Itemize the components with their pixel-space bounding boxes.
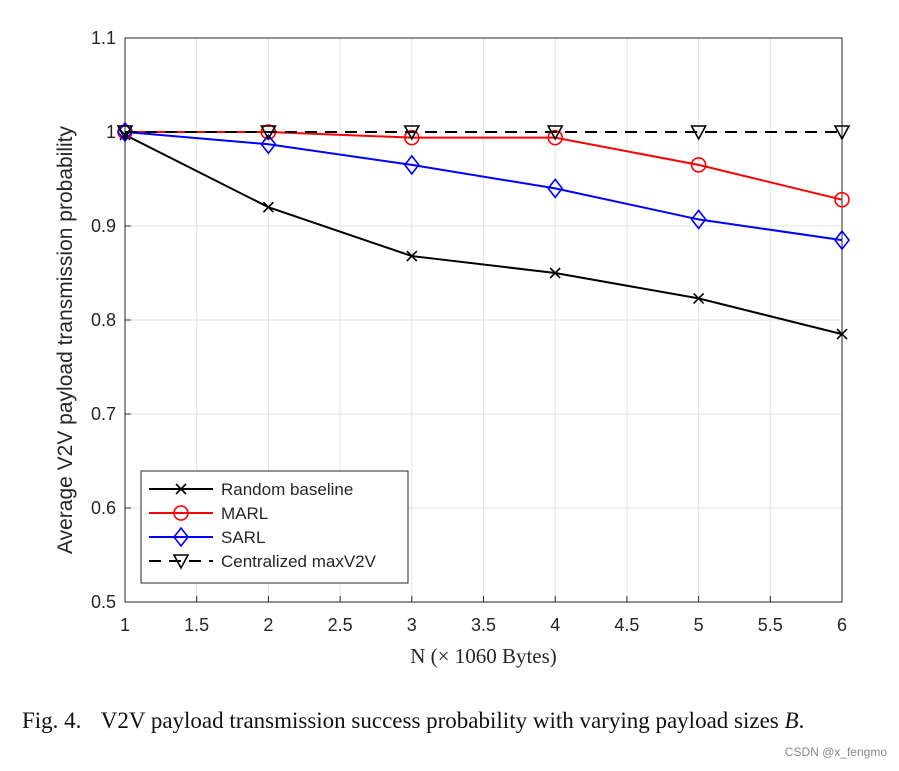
x-tick-label: 4.5 [614,615,639,635]
data-point-circle [547,129,564,146]
caption-label: Fig. 4. [22,708,82,733]
data-point-diamond [690,209,707,230]
x-tick-label: 2.5 [328,615,353,635]
x-tick-label: 3 [407,615,417,635]
data-point-diamond [547,178,564,199]
y-tick-label: 0.9 [91,216,116,236]
legend-marker-diamond [172,526,190,548]
legend-label: MARL [221,504,268,523]
data-point-x [406,250,418,262]
data-point-triangle-down [833,125,851,141]
x-tick-label: 2 [263,615,273,635]
series-line-2 [124,131,843,242]
caption-symbol: B [784,708,799,733]
data-point-triangle-down [546,125,564,141]
plot-frame [124,37,843,603]
x-axis-label: N (× 1060 Bytes) [410,644,557,668]
caption-end: . [798,708,805,733]
y-tick-label: 1.1 [91,28,116,48]
x-tick-label: 1.5 [184,615,209,635]
legend-label: SARL [221,528,265,547]
data-point-x [549,267,561,279]
y-tick-label: 1 [106,122,116,142]
y-tick-label: 0.5 [91,592,116,612]
data-point-diamond [260,133,277,155]
x-tick-label: 1 [120,615,130,635]
data-point-triangle-down [690,125,707,141]
caption-text: V2V payload transmission success probabi… [100,708,779,733]
data-point-triangle-down [403,125,421,141]
data-point-x [836,328,848,340]
y-axis-label: Average V2V payload transmission probabi… [54,125,77,554]
y-tick-label: 0.7 [91,404,116,424]
y-tick-label: 0.8 [91,310,116,330]
data-point-x [262,201,274,213]
data-point-circle [834,191,850,208]
x-tick-label: 4 [550,615,560,635]
y-tick-label: 0.6 [91,498,116,518]
data-point-x [693,292,705,304]
legend-marker-triangle-down [172,554,190,570]
legend-marker-circle [173,505,189,521]
legend-marker-x [175,483,187,495]
x-tick-label: 5 [694,615,704,635]
watermark: CSDN @x_fengmo [784,745,887,759]
series-line-0 [124,133,843,336]
legend-label: Centralized maxV2V [221,552,377,571]
legend-label: Random baseline [221,480,353,499]
data-point-triangle-down [260,125,277,141]
x-tick-label: 3.5 [471,615,496,635]
figure-caption: Fig. 4. V2V payload transmission success… [22,706,878,736]
line-chart: 1 1.5 2 2.5 3 3.5 4 4.5 5 5.5 6 0.5 0.6 0.7 0.8 0.9 1 1.1… [54,28,851,668]
data-point-diamond [833,229,851,251]
data-point-circle [690,157,707,173]
data-point-diamond [403,154,420,176]
series-line-1 [125,131,843,201]
data-point-triangle-down [116,125,134,141]
data-point-circle [403,129,420,146]
x-tick-label: 6 [837,615,847,635]
x-tick-label: 5.5 [758,615,783,635]
